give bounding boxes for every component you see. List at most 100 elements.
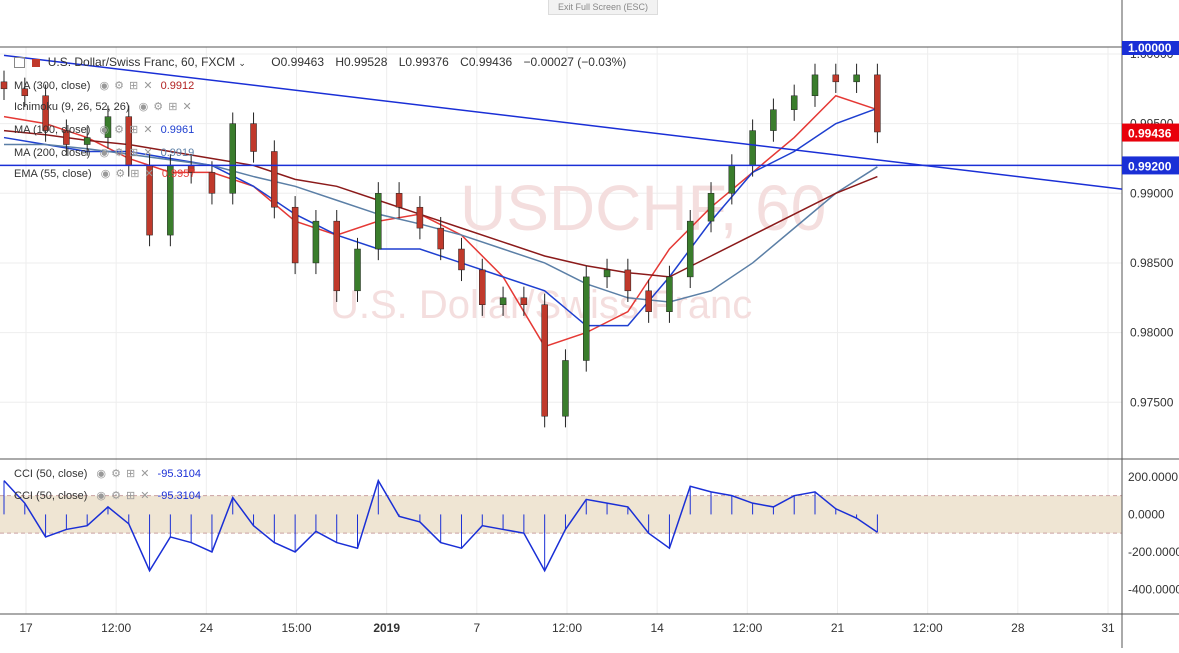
level-price-label: 0.99200: [1128, 159, 1172, 173]
candle-body: [21, 88, 29, 97]
low-value: L0.99376: [398, 55, 449, 69]
indicator-value: 0.9957: [161, 168, 196, 180]
price-axis-tick-label: 0.98000: [1130, 326, 1174, 340]
cci-band: [0, 495, 1122, 534]
candle-body: [645, 290, 652, 312]
time-axis-tick-label: 12:00: [913, 621, 943, 635]
price-axis-tick-label: 0.98500: [1130, 256, 1174, 270]
chart-legend: U.S. Dollar/Swiss Franc, 60, FXCM ⌄ O0.9…: [14, 55, 634, 69]
close-value: C0.99436: [460, 55, 513, 69]
candle-body: [437, 227, 444, 250]
cci-axis-tick-label: -200.0000: [1128, 545, 1179, 559]
time-axis-tick-label: 28: [1011, 621, 1025, 635]
cci-label[interactable]: CCI (50, close): [14, 490, 88, 502]
candle-body: [312, 220, 320, 264]
indicator-row[interactable]: MA (200, close) ◉ ⚙ ⊞ ✕ 0.9919: [14, 146, 194, 159]
symbol-title[interactable]: U.S. Dollar/Swiss Franc, 60, FXCM: [47, 55, 236, 69]
exit-fullscreen-button[interactable]: Exit Full Screen (ESC): [548, 0, 658, 15]
candle-body: [603, 269, 611, 278]
time-axis-tick-label: 17: [19, 621, 33, 635]
candle-body: [208, 172, 216, 194]
cci-label[interactable]: CCI (50, close): [14, 468, 88, 480]
cci-value: -95.3104: [157, 490, 201, 502]
indicator-value: 0.9919: [160, 147, 195, 159]
candle-body: [583, 276, 590, 361]
indicator-buttons-icon[interactable]: ◉ ⚙ ⊞ ✕: [99, 124, 154, 136]
price-axis-tick-label: 0.97500: [1130, 395, 1174, 409]
indicator-buttons-icon[interactable]: ◉ ⚙ ⊞ ✕: [138, 101, 193, 113]
candle-body: [624, 269, 632, 292]
candle-body: [811, 74, 819, 97]
candle-body: [666, 276, 673, 312]
indicator-label[interactable]: Ichimoku (9, 26, 52, 26): [14, 101, 130, 113]
time-axis-tick-label: 12:00: [101, 621, 131, 635]
candle-body: [42, 95, 49, 131]
indicator-buttons-icon[interactable]: ◉ ⚙ ⊞ ✕: [100, 168, 155, 180]
candle-body: [395, 193, 403, 208]
candle-body: [479, 269, 486, 305]
candle-body: [749, 130, 756, 166]
level-price-label-bg: [1122, 156, 1179, 175]
time-axis-tick-label: 2019: [373, 621, 400, 635]
indicator-buttons-icon[interactable]: ◉ ⚙ ⊞ ✕: [99, 80, 154, 92]
indicator-row[interactable]: Ichimoku (9, 26, 52, 26) ◉ ⚙ ⊞ ✕: [14, 100, 193, 113]
top-price-label: 1.00000: [1128, 41, 1172, 55]
trendline[interactable]: [3, 54, 1123, 190]
candle-body: [728, 165, 736, 194]
indicator-label[interactable]: EMA (55, close): [14, 168, 92, 180]
time-axis-tick-label: 24: [200, 621, 214, 635]
watermark-symbol-text: USDCHF, 60: [460, 172, 826, 244]
top-price-label-bg: [1122, 41, 1179, 55]
indicator-row[interactable]: MA (100, close) ◉ ⚙ ⊞ ✕ 0.9961: [14, 123, 194, 136]
candle-body: [250, 123, 257, 152]
candle-body: [770, 109, 777, 131]
candle-body: [686, 220, 694, 278]
cci-axis-tick-label: 200.0000: [1128, 470, 1178, 484]
candle-body: [832, 74, 840, 83]
cci-line: [3, 478, 878, 573]
cci-axis-tick-label: 0.0000: [1128, 507, 1165, 521]
open-value: O0.99463: [271, 55, 325, 69]
candle-body: [83, 137, 91, 145]
candle-body: [874, 74, 881, 133]
candle-body: [707, 193, 715, 222]
indicator-buttons-icon[interactable]: ◉ ⚙ ⊞ ✕: [96, 490, 151, 502]
candle-body: [333, 220, 340, 292]
indicator-value: 0.9912: [160, 80, 195, 92]
candle-body: [63, 130, 70, 145]
indicator-label[interactable]: MA (200, close): [14, 147, 91, 159]
candle-body: [853, 74, 860, 83]
cci-axis-tick-label: -400.0000: [1128, 582, 1179, 596]
time-axis-tick-label: 31: [1101, 621, 1115, 635]
candle-body: [271, 151, 278, 208]
indicator-value: 0.9961: [160, 124, 195, 136]
indicator-row[interactable]: EMA (55, close) ◉ ⚙ ⊞ ✕ 0.9957: [14, 167, 195, 180]
candle-body: [562, 360, 569, 417]
candle-body: [416, 206, 424, 229]
candle-body: [458, 248, 465, 271]
time-axis-tick-label: 14: [650, 621, 664, 635]
high-value: H0.99528: [335, 55, 388, 69]
cci-indicator-row[interactable]: CCI (50, close) ◉ ⚙ ⊞ ✕ -95.3104: [14, 467, 201, 480]
collapse-icon[interactable]: [14, 57, 25, 69]
change-value: −0.00027 (−0.03%): [523, 55, 627, 69]
candle-body: [229, 123, 236, 194]
candle-body: [0, 81, 8, 90]
indicator-buttons-icon[interactable]: ◉ ⚙ ⊞ ✕: [99, 147, 154, 159]
candle-body: [541, 304, 548, 417]
candle-body: [104, 116, 112, 138]
indicator-label[interactable]: MA (300, close): [14, 80, 91, 92]
indicator-buttons-icon[interactable]: ◉ ⚙ ⊞ ✕: [96, 468, 151, 480]
indicator-label[interactable]: MA (100, close): [14, 124, 91, 136]
candle-body: [291, 206, 299, 264]
indicator-row[interactable]: MA (300, close) ◉ ⚙ ⊞ ✕ 0.9912: [14, 79, 194, 92]
chevron-down-icon[interactable]: ⌄: [238, 58, 246, 68]
ohlc-values: O0.99463 H0.99528 L0.99376 C0.99436 −0.0…: [271, 55, 634, 69]
cci-indicator-row[interactable]: CCI (50, close) ◉ ⚙ ⊞ ✕ -95.3104: [14, 489, 201, 502]
candle-body: [499, 297, 507, 305]
time-axis-tick-label: 7: [473, 621, 480, 635]
candle-body: [375, 193, 382, 250]
time-axis-tick-label: 12:00: [552, 621, 582, 635]
